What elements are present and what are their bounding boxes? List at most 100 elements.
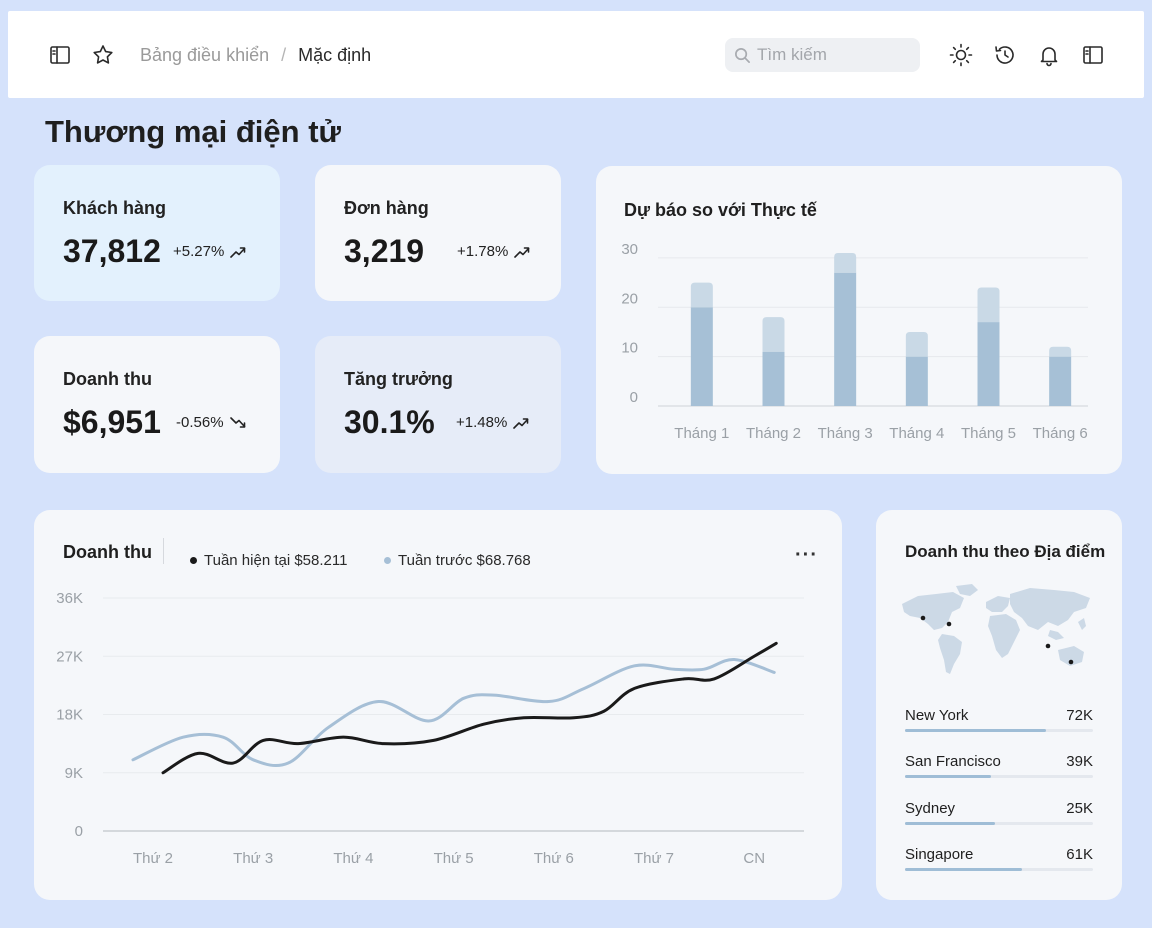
location-progress-fill [905,822,996,825]
x-tick-label: Thứ 7 [634,850,674,867]
location-progress-track [905,729,1093,732]
location-amount: 39K [1066,753,1093,770]
stat-card-revenue[interactable]: Doanh thu $6,951 -0.56% [34,336,280,473]
location-progress-fill [905,868,1022,871]
stat-change: +1.48% [456,414,529,431]
trend-up-icon [514,246,530,258]
y-tick-label: 18K [56,707,83,724]
bar-forecast[interactable] [977,287,1000,323]
star-icon[interactable] [91,43,115,67]
bar-actual[interactable] [762,351,785,406]
top-bar: Bảng điều khiển / Mặc định [8,11,1144,98]
map-marker-new-york[interactable] [946,621,952,627]
bar-actual[interactable] [905,356,928,406]
sun-icon[interactable] [949,43,973,67]
legend-label: Tuần trước $68.768 [398,552,531,569]
stat-change-value: -0.56% [176,414,224,431]
history-icon[interactable] [993,43,1017,67]
bar-forecast[interactable] [1049,346,1072,357]
sidebar-toggle-icon[interactable] [48,43,72,67]
x-tick-label: Tháng 2 [746,425,801,442]
map-marker-san-francisco[interactable] [920,615,926,621]
location-name: Singapore [905,846,974,863]
location-amount: 72K [1066,707,1093,724]
x-tick-label: Tháng 5 [961,425,1016,442]
stat-card-customers[interactable]: Khách hàng 37,812 +5.27% [34,165,280,301]
location-amount: 61K [1066,846,1093,863]
revenue-line-chart: 0 9K 18K 27K 36K Thứ 2 Thứ 3 Thứ 4 Thứ 5 Thứ 6 Thứ… [56,590,804,867]
legend-dot [190,557,197,564]
x-tick-label: Tháng 4 [889,425,944,442]
legend-previous-week[interactable]: Tuần trước $68.768 [384,552,531,569]
search-input[interactable] [757,44,912,66]
bar-actual[interactable] [1049,356,1072,406]
location-row-sydney[interactable]: Sydney 25K [905,800,1093,830]
location-name: Sydney [905,800,956,817]
line-current-week[interactable] [161,641,778,775]
breadcrumb-separator: / [281,45,287,65]
bar-actual[interactable] [977,322,1000,406]
location-row-new-york[interactable]: New York 72K [905,707,1093,737]
bar-forecast[interactable] [690,282,713,308]
stat-change-value: +1.78% [457,243,509,260]
x-tick-label: Thứ 4 [333,850,373,867]
map-marker-sydney[interactable] [1068,659,1074,665]
page-title: Thương mại điện tử [45,114,341,149]
bar-forecast[interactable] [762,317,785,352]
y-tick-label: 10 [621,340,638,357]
x-tick-label: Thứ 2 [133,850,173,867]
breadcrumb-current: Mặc định [298,45,372,65]
y-tick-label: 36K [56,590,83,607]
stat-change: +5.27% [173,243,246,260]
more-options-icon[interactable]: ··· [795,544,818,566]
line-previous-week[interactable] [131,657,776,768]
stat-change: +1.78% [457,243,530,260]
forecast-chart-card: Dự báo so với Thực tế 0 10 20 30 Tháng 1 Thán… [596,166,1122,474]
location-title: Doanh thu theo Địa điểm [905,542,1106,561]
location-progress-track [905,775,1093,778]
stat-label: Khách hàng [63,198,167,218]
title-divider [163,538,164,564]
search-icon [735,48,750,63]
bar-forecast[interactable] [834,252,857,273]
trend-up-icon [230,246,246,258]
trend-down-icon [229,416,245,428]
stat-change: -0.56% [176,414,246,431]
stat-card-growth[interactable]: Tăng trưởng 30.1% +1.48% [315,336,561,473]
y-tick-label: 0 [630,389,638,406]
legend-dot [384,557,391,564]
legend-current-week[interactable]: Tuần hiện tại $58.211 [190,552,347,569]
location-row-singapore[interactable]: Singapore 61K [905,846,1093,876]
x-tick-label: Tháng 3 [818,425,873,442]
stat-value: 30.1% [344,404,435,440]
bar-actual[interactable] [834,272,857,406]
stat-label: Tăng trưởng [344,369,453,389]
location-amount: 25K [1066,800,1093,817]
y-tick-label: 30 [621,241,638,258]
location-progress-fill [905,775,992,778]
location-row-san-francisco[interactable]: San Francisco 39K [905,753,1093,783]
x-tick-label: Thứ 3 [233,850,273,867]
x-tick-label: CN [743,850,765,867]
stat-label: Doanh thu [63,369,152,389]
revenue-chart-title: Doanh thu [63,542,152,562]
y-tick-label: 27K [56,648,83,665]
search-box[interactable] [725,38,920,72]
location-name: San Francisco [905,753,1001,770]
stat-card-orders[interactable]: Đơn hàng 3,219 +1.78% [315,165,561,301]
revenue-line-chart-card: Doanh thu Tuần hiện tại $58.211 Tuần trư… [34,510,842,900]
x-tick-label: Thứ 6 [534,850,574,867]
location-name: New York [905,707,969,724]
stat-value: $6,951 [63,404,161,440]
bell-icon[interactable] [1037,43,1061,67]
breadcrumb-root[interactable]: Bảng điều khiển [140,45,270,65]
bar-forecast[interactable] [905,331,928,357]
y-tick-label: 9K [65,765,83,782]
forecast-chart-title: Dự báo so với Thực tế [624,200,817,220]
bar-actual[interactable] [690,307,713,406]
stat-change-value: +5.27% [173,243,225,260]
legend-label: Tuần hiện tại $58.211 [204,552,348,569]
map-marker-singapore[interactable] [1045,643,1051,649]
sidebar-right-icon[interactable] [1081,43,1105,67]
stat-value: 3,219 [344,233,425,269]
